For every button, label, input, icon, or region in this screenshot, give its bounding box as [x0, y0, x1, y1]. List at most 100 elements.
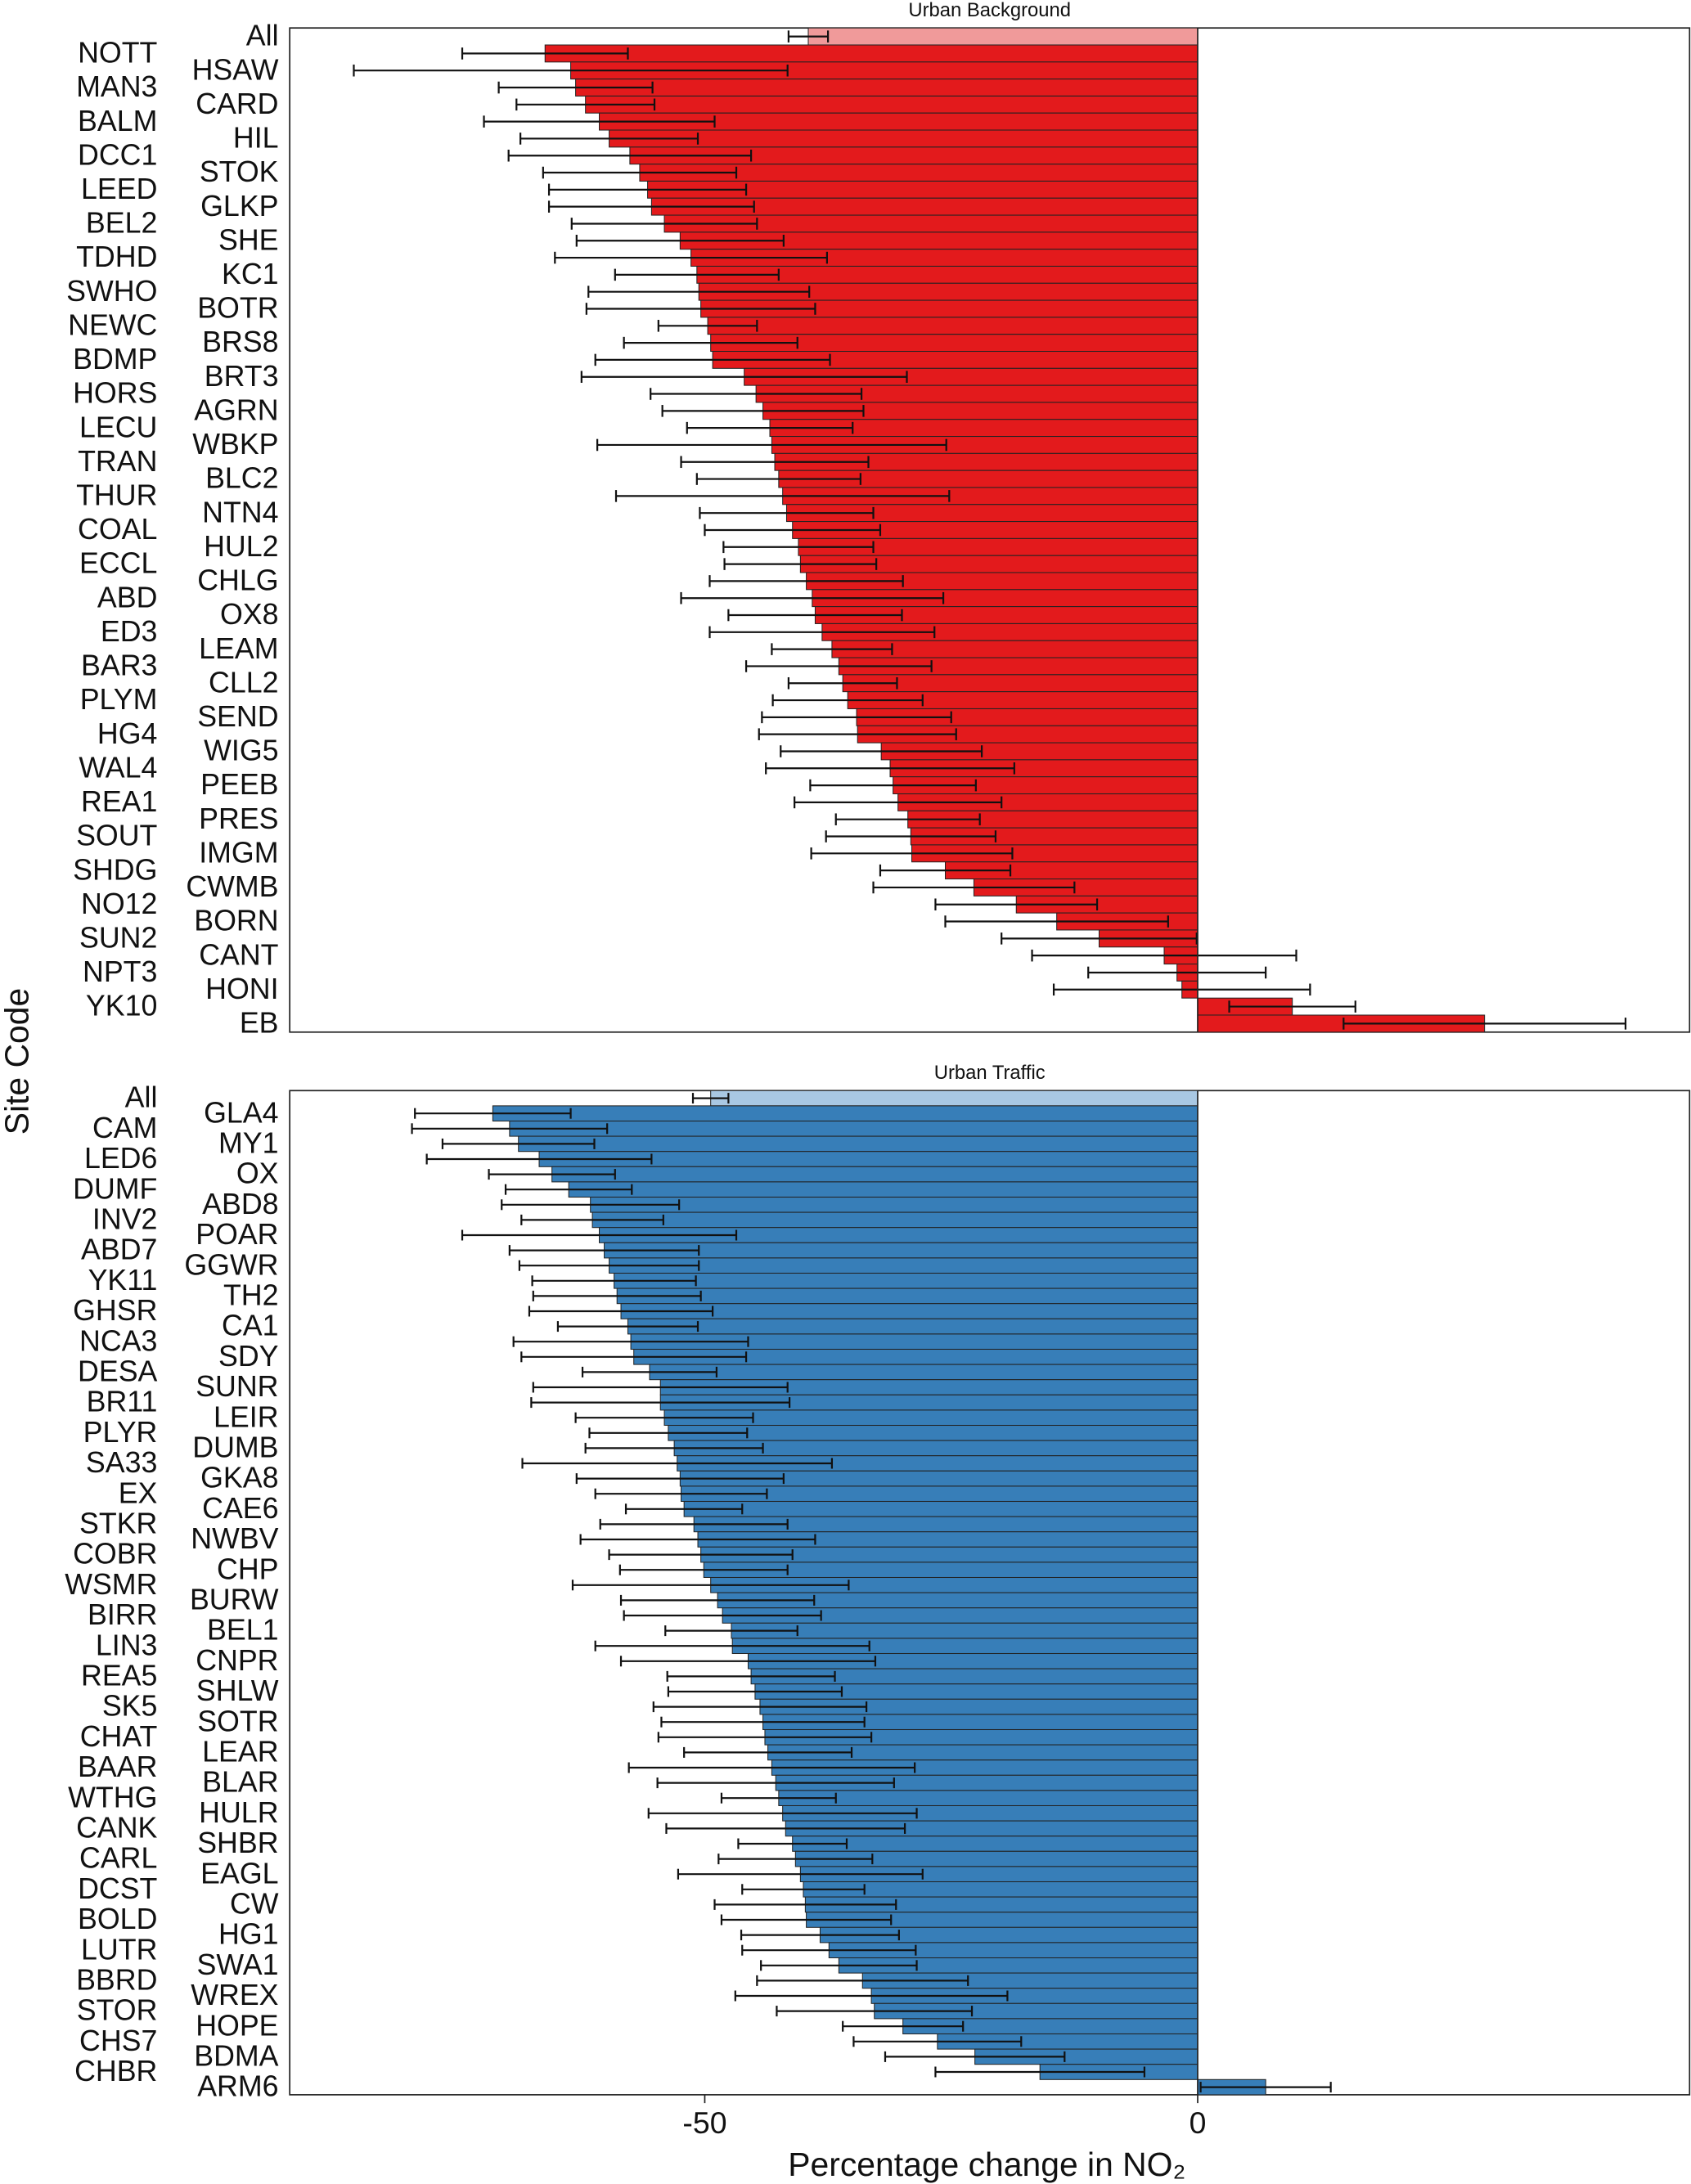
error-bar — [623, 336, 798, 349]
error-bar — [708, 626, 936, 639]
error-bar — [756, 1975, 969, 1986]
category-label: LEIR — [214, 1400, 278, 1433]
category-label: SUN2 — [79, 921, 157, 954]
category-label: CAM — [92, 1112, 157, 1144]
category-label: ABD — [97, 581, 158, 613]
category-label: DUMB — [192, 1431, 278, 1464]
category-label: ABD8 — [202, 1188, 278, 1220]
category-label: YK10 — [86, 990, 157, 1022]
category-label: STKR — [79, 1508, 157, 1540]
error-bar — [704, 524, 882, 537]
error-bar — [520, 1214, 664, 1225]
error-bar — [686, 421, 854, 434]
bar — [807, 27, 1199, 46]
category-label: All — [246, 20, 279, 52]
category-label: MAN3 — [76, 70, 157, 103]
category-label: BURW — [190, 1584, 279, 1616]
error-bar — [512, 1336, 749, 1347]
category-label: HIL — [233, 122, 279, 155]
category-label: TDHD — [76, 240, 157, 273]
category-label: PLYM — [80, 683, 158, 716]
error-bar — [571, 1580, 850, 1591]
error-bar — [740, 1930, 900, 1941]
category-label: LEAR — [202, 1736, 278, 1768]
category-label: SEND — [197, 700, 278, 733]
error-bar — [664, 1625, 798, 1637]
error-bar — [515, 98, 656, 111]
category-label: WREX — [191, 1979, 278, 2011]
error-bar — [656, 1777, 895, 1789]
error-bar — [619, 1594, 816, 1606]
bar — [683, 1500, 1199, 1517]
category-label: POAR — [196, 1218, 278, 1251]
category-label: EB — [240, 1007, 279, 1040]
error-bar — [411, 1123, 609, 1135]
bar — [568, 1181, 1199, 1198]
category-label: TH2 — [223, 1279, 279, 1312]
bar — [731, 1622, 1199, 1639]
error-bar — [657, 320, 758, 332]
error-bar — [483, 115, 716, 128]
category-label: OX — [236, 1157, 279, 1190]
error-bar — [794, 796, 1003, 809]
category-label: CA1 — [222, 1310, 279, 1342]
error-bar — [521, 1458, 834, 1469]
error-bar — [585, 303, 816, 315]
category-label: GKA8 — [200, 1462, 278, 1494]
error-bar — [1228, 1000, 1356, 1013]
error-bar — [758, 728, 957, 740]
category-label: GGWR — [184, 1248, 278, 1281]
category-label: ECCL — [79, 547, 157, 580]
error-bar — [944, 915, 1169, 928]
category-label: NOTT — [78, 37, 157, 70]
category-label: SHE — [218, 223, 279, 256]
error-bar — [594, 1488, 768, 1499]
error-bar — [570, 218, 758, 230]
error-bar — [531, 1275, 697, 1287]
category-label: THUR — [76, 479, 157, 512]
error-bar — [508, 1245, 700, 1256]
error-bar — [842, 2020, 965, 2032]
bar — [792, 1836, 1199, 1852]
category-label: SA33 — [86, 1446, 157, 1479]
category-label: All — [125, 1081, 158, 1114]
error-bar — [353, 64, 789, 77]
category-label: REA1 — [81, 785, 157, 818]
error-bar — [734, 1990, 1009, 2002]
error-bar — [594, 353, 831, 366]
category-label: BAAR — [78, 1750, 157, 1783]
error-bar — [619, 1656, 877, 1667]
error-bar — [761, 711, 952, 724]
error-bar — [580, 371, 908, 384]
category-label: LED6 — [84, 1142, 157, 1175]
category-label: CHP — [217, 1553, 278, 1585]
error-bar — [727, 609, 903, 622]
error-bar — [414, 1108, 572, 1119]
error-bar — [461, 47, 629, 60]
error-bar — [660, 1716, 866, 1728]
category-label: CARL — [79, 1842, 157, 1875]
error-bar — [579, 1534, 816, 1545]
error-bar — [699, 506, 875, 519]
category-label: BORN — [194, 905, 278, 937]
category-label: HG4 — [97, 717, 158, 750]
category-label: WSMR — [65, 1568, 157, 1601]
error-bar — [488, 1169, 616, 1180]
category-label: CANT — [199, 938, 278, 971]
error-bar — [532, 1290, 702, 1301]
category-label: BDMA — [194, 2040, 278, 2073]
bar — [575, 79, 1199, 97]
error-bar — [780, 745, 983, 757]
error-bar — [1052, 983, 1311, 996]
error-bar — [680, 456, 870, 469]
category-label: DCC1 — [78, 138, 157, 171]
error-bar — [608, 1549, 794, 1561]
category-label: WTHG — [68, 1781, 157, 1813]
category-label: LIN3 — [96, 1629, 158, 1661]
category-label: PEEB — [200, 768, 278, 801]
bar — [710, 1090, 1199, 1107]
category-label: BR11 — [87, 1386, 158, 1418]
error-bar — [737, 1838, 848, 1849]
error-bar — [461, 1229, 738, 1241]
